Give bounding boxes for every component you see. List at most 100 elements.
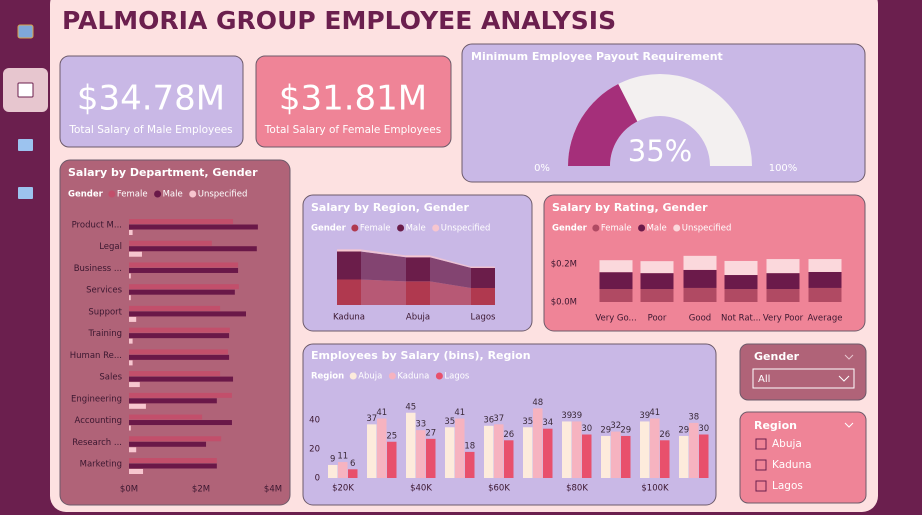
legend-label[interactable]: Female [117,190,148,200]
legend-label[interactable]: Female [360,224,391,234]
dropdown[interactable] [752,368,855,389]
legend-label[interactable]: Lagos [444,372,470,382]
legend-marker[interactable] [432,224,440,232]
legend-marker[interactable] [397,224,405,232]
data-label: 30 [581,424,592,434]
chart-title: Employees by Salary (bins), Region [311,349,531,362]
legend-label[interactable]: Unspecified [682,224,732,234]
ribbon-column [406,255,430,258]
bar [611,431,621,478]
checkbox[interactable] [755,459,767,471]
y-tick-label: Business ... [74,264,122,274]
data-label: 35 [444,417,455,427]
bar [562,421,572,478]
legend-label[interactable]: Male [647,224,667,234]
bar [129,398,217,404]
dropdown-value[interactable]: All [758,374,770,385]
checkbox[interactable] [755,480,767,492]
legend-title: Gender [311,224,347,234]
bar [129,371,221,377]
legend-marker[interactable] [592,224,600,232]
bar [129,392,232,398]
ribbon [430,255,471,268]
data-label: 18 [464,441,475,451]
legend-marker[interactable] [435,372,443,380]
legend-marker[interactable] [673,224,681,232]
bar [129,414,203,420]
data-label: 26 [659,430,670,440]
data-label: 29 [600,425,611,435]
data-label: 25 [386,431,397,441]
legend-marker[interactable] [189,190,197,198]
bar [129,230,133,235]
data-label: 41 [649,408,660,418]
nav-icon[interactable] [17,24,34,39]
slicer-option[interactable]: Lagos [772,480,803,492]
page-title: PALMORIA GROUP EMPLOYEE ANALYSIS [62,6,616,35]
ribbon-column [337,251,361,280]
legend-title: Region [311,372,344,382]
bar [367,424,377,478]
legend-label[interactable]: Male [406,224,426,234]
bar [416,430,426,478]
chart-title: Salary by Rating, Gender [552,201,708,214]
bar [129,316,137,322]
bar-segment [683,255,717,270]
legend-label[interactable]: Kaduna [397,372,429,382]
chevron[interactable] [844,354,854,360]
bar [465,451,475,478]
legend-marker[interactable] [638,224,646,232]
legend-marker[interactable] [351,224,359,232]
bar [640,421,650,478]
bar [572,421,582,478]
bar [129,311,246,317]
slicer-option[interactable]: Abuja [772,438,802,450]
chevron[interactable] [844,422,854,428]
ribbon-column [406,257,430,282]
legend-marker[interactable] [349,372,357,380]
data-label: 6 [350,459,355,469]
chevron[interactable] [838,375,850,382]
card-value: $34.78M [77,79,225,119]
y-tick-label: Engineering [71,394,122,404]
bar [129,338,133,344]
bar [494,424,504,478]
data-label: 29 [620,425,631,435]
data-label: 35 [522,417,533,427]
bar [348,469,358,478]
legend-label[interactable]: Unspecified [198,190,248,200]
y-tick-label: $0.2M [551,260,577,270]
card-value: $31.81M [279,79,427,119]
bar [660,440,670,478]
data-label: 48 [532,398,543,408]
ribbon-column [471,287,495,305]
legend-label[interactable]: Unspecified [441,224,491,234]
bar-segment [808,271,842,288]
y-tick-label: 40 [309,416,320,426]
nav-icon[interactable] [17,82,34,98]
legend-marker[interactable] [154,190,162,198]
legend-marker[interactable] [108,190,116,198]
checkbox[interactable] [755,438,767,450]
data-label: 33 [415,420,426,430]
legend-marker[interactable] [388,372,396,380]
data-label: 32 [610,421,621,431]
bar [129,349,228,355]
data-label: 41 [454,408,465,418]
bar [129,295,131,301]
gauge-value [568,84,638,166]
nav-icon[interactable] [18,187,33,199]
nav-icon[interactable] [18,139,33,151]
legend-label[interactable]: Abuja [358,372,382,382]
card-label: Total Salary of Female Employees [264,124,441,136]
bar-segment [599,260,633,273]
legend-label[interactable]: Male [163,190,183,200]
bar [129,240,212,246]
slicer-option[interactable]: Kaduna [772,459,812,471]
bar-segment [640,289,674,302]
bar [129,327,230,333]
bar [129,273,131,279]
legend-label[interactable]: Female [601,224,632,234]
x-tick-label: $2M [192,485,210,495]
bar [129,251,142,257]
